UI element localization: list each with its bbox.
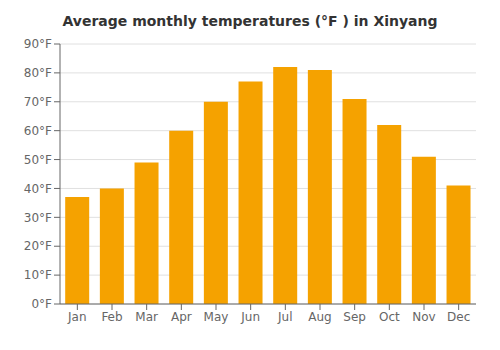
- svg-text:70°F: 70°F: [24, 95, 52, 109]
- svg-text:Mar: Mar: [135, 310, 158, 324]
- svg-text:Jul: Jul: [277, 310, 292, 324]
- svg-text:30°F: 30°F: [24, 211, 52, 225]
- svg-text:80°F: 80°F: [24, 66, 52, 80]
- svg-text:Jan: Jan: [67, 310, 87, 324]
- svg-text:May: May: [204, 310, 229, 324]
- svg-text:60°F: 60°F: [24, 124, 52, 138]
- svg-text:Apr: Apr: [171, 310, 192, 324]
- svg-text:20°F: 20°F: [24, 239, 52, 253]
- svg-text:Feb: Feb: [101, 310, 122, 324]
- svg-text:40°F: 40°F: [24, 182, 52, 196]
- svg-text:Aug: Aug: [308, 310, 331, 324]
- svg-text:50°F: 50°F: [24, 153, 52, 167]
- svg-text:10°F: 10°F: [24, 268, 52, 282]
- svg-text:90°F: 90°F: [24, 37, 52, 51]
- svg-text:Oct: Oct: [379, 310, 400, 324]
- svg-text:Dec: Dec: [447, 310, 470, 324]
- svg-text:Nov: Nov: [412, 310, 435, 324]
- svg-text:Sep: Sep: [343, 310, 366, 324]
- html-text:Average monthly temperatures (: Average monthly temperatures (°F ) in Xi…: [62, 13, 438, 29]
- svg-text:0°F: 0°F: [31, 297, 52, 311]
- svg-text:Jun: Jun: [240, 310, 260, 324]
